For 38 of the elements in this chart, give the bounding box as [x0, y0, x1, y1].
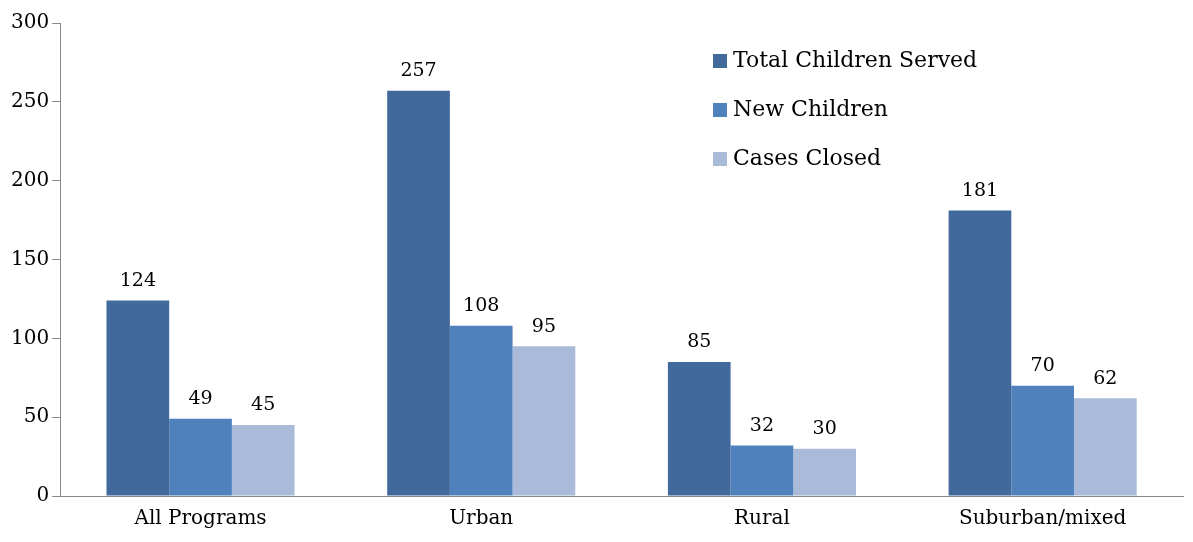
bar — [667, 361, 731, 496]
bar — [387, 90, 450, 496]
data-label: 124 — [119, 267, 156, 290]
bar — [169, 418, 232, 496]
data-label: 181 — [961, 178, 999, 201]
data-label: 45 — [251, 392, 276, 415]
legend-label: New Children — [733, 95, 888, 121]
y-tick-label: 50 — [23, 403, 50, 428]
y-tick-label: 250 — [10, 88, 50, 113]
bar — [106, 300, 170, 496]
data-label: 49 — [188, 386, 213, 409]
bar — [1011, 385, 1074, 496]
y-tick-label: 0 — [36, 482, 50, 507]
data-label: 30 — [812, 416, 837, 439]
data-label: 257 — [400, 58, 437, 81]
bar — [231, 425, 295, 496]
x-tick-label: Urban — [449, 505, 514, 530]
legend-label: Total Children Served — [733, 46, 978, 72]
data-label: 32 — [749, 412, 775, 435]
x-tick-label: Rural — [734, 505, 790, 530]
data-label: 95 — [531, 313, 557, 336]
bar — [512, 346, 576, 496]
y-tick-label: 100 — [10, 324, 50, 349]
y-tick-label: 300 — [10, 9, 50, 34]
data-label: 108 — [463, 293, 500, 316]
bar — [793, 448, 856, 496]
bar — [730, 445, 794, 496]
bar — [1073, 398, 1137, 496]
bar — [449, 325, 513, 496]
bar — [948, 210, 1012, 496]
x-tick-label: Suburban/mixed — [958, 505, 1127, 530]
legend-label: Cases Closed — [733, 144, 882, 170]
data-label: 85 — [687, 329, 712, 352]
data-label: 62 — [1093, 365, 1118, 388]
y-tick-label: 200 — [10, 166, 50, 191]
x-tick-label: All Programs — [133, 505, 267, 530]
data-label: 70 — [1030, 353, 1055, 376]
y-tick-label: 150 — [10, 245, 50, 270]
